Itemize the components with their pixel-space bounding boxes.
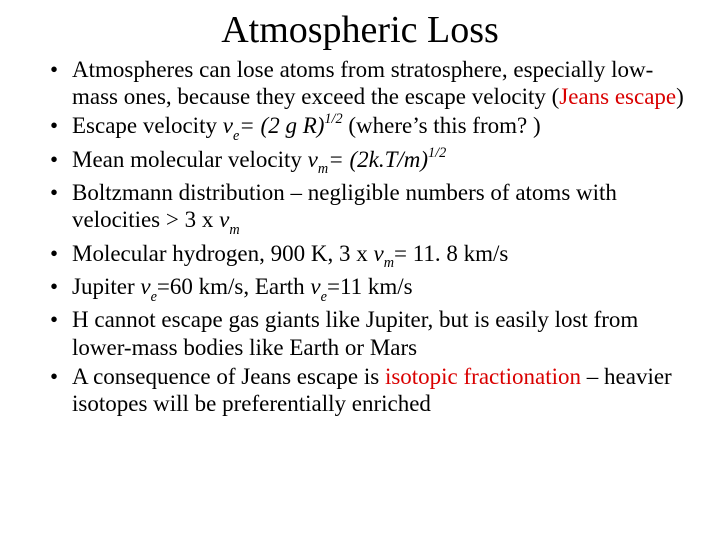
- bullet-text: A consequence of Jeans escape is: [72, 364, 385, 389]
- bullet-item: H cannot escape gas giants like Jupiter,…: [72, 306, 690, 360]
- subscript: m: [229, 222, 239, 238]
- subscript: e: [321, 289, 327, 305]
- isotopic-fractionation-term: isotopic fractionation: [385, 364, 581, 389]
- subscript: e: [151, 289, 157, 305]
- bullet-item: Escape velocity ve= (2 g R)1/2 (where’s …: [72, 112, 690, 143]
- velocity-symbol: v: [374, 241, 384, 266]
- velocity-symbol: v: [219, 207, 229, 232]
- slide: Atmospheric Loss Atmospheres can lose at…: [0, 0, 720, 540]
- bullet-text: Molecular hydrogen, 900 K, 3 x: [72, 241, 374, 266]
- bullet-text: (where’s this from? ): [343, 113, 541, 138]
- bullet-item: A consequence of Jeans escape is isotopi…: [72, 363, 690, 417]
- superscript: 1/2: [428, 145, 446, 161]
- superscript: 1/2: [324, 111, 342, 127]
- bullet-item: Molecular hydrogen, 900 K, 3 x vm= 11. 8…: [72, 240, 690, 271]
- slide-title: Atmospheric Loss: [30, 8, 690, 52]
- velocity-symbol: v: [223, 113, 233, 138]
- subscript: e: [233, 128, 239, 144]
- subscript: m: [384, 255, 394, 271]
- bullet-text: Escape velocity: [72, 113, 223, 138]
- bullet-item: Atmospheres can lose atoms from stratosp…: [72, 56, 690, 110]
- bullet-text: Boltzmann distribution – negligible numb…: [72, 180, 617, 232]
- subscript: m: [318, 161, 328, 177]
- bullet-text: =11 km/s: [327, 274, 413, 299]
- bullet-text: Mean molecular velocity: [72, 147, 308, 172]
- bullet-item: Mean molecular velocity vm= (2k.T/m)1/2: [72, 146, 690, 177]
- bullet-text: = 11. 8 km/s: [394, 241, 508, 266]
- bullet-item: Jupiter ve=60 km/s, Earth ve=11 km/s: [72, 273, 690, 304]
- equation: = (2k.T/m): [328, 147, 428, 172]
- bullet-item: Boltzmann distribution – negligible numb…: [72, 179, 690, 238]
- velocity-symbol: v: [140, 274, 150, 299]
- bullet-text: H cannot escape gas giants like Jupiter,…: [72, 307, 638, 359]
- velocity-symbol: v: [310, 274, 320, 299]
- jeans-escape-term: Jeans escape: [559, 84, 676, 109]
- bullet-text: Jupiter: [72, 274, 140, 299]
- velocity-symbol: v: [308, 147, 318, 172]
- bullet-list: Atmospheres can lose atoms from stratosp…: [30, 56, 690, 417]
- bullet-text: =60 km/s, Earth: [157, 274, 311, 299]
- equation: = (2 g R): [239, 113, 324, 138]
- bullet-text: ): [676, 84, 684, 109]
